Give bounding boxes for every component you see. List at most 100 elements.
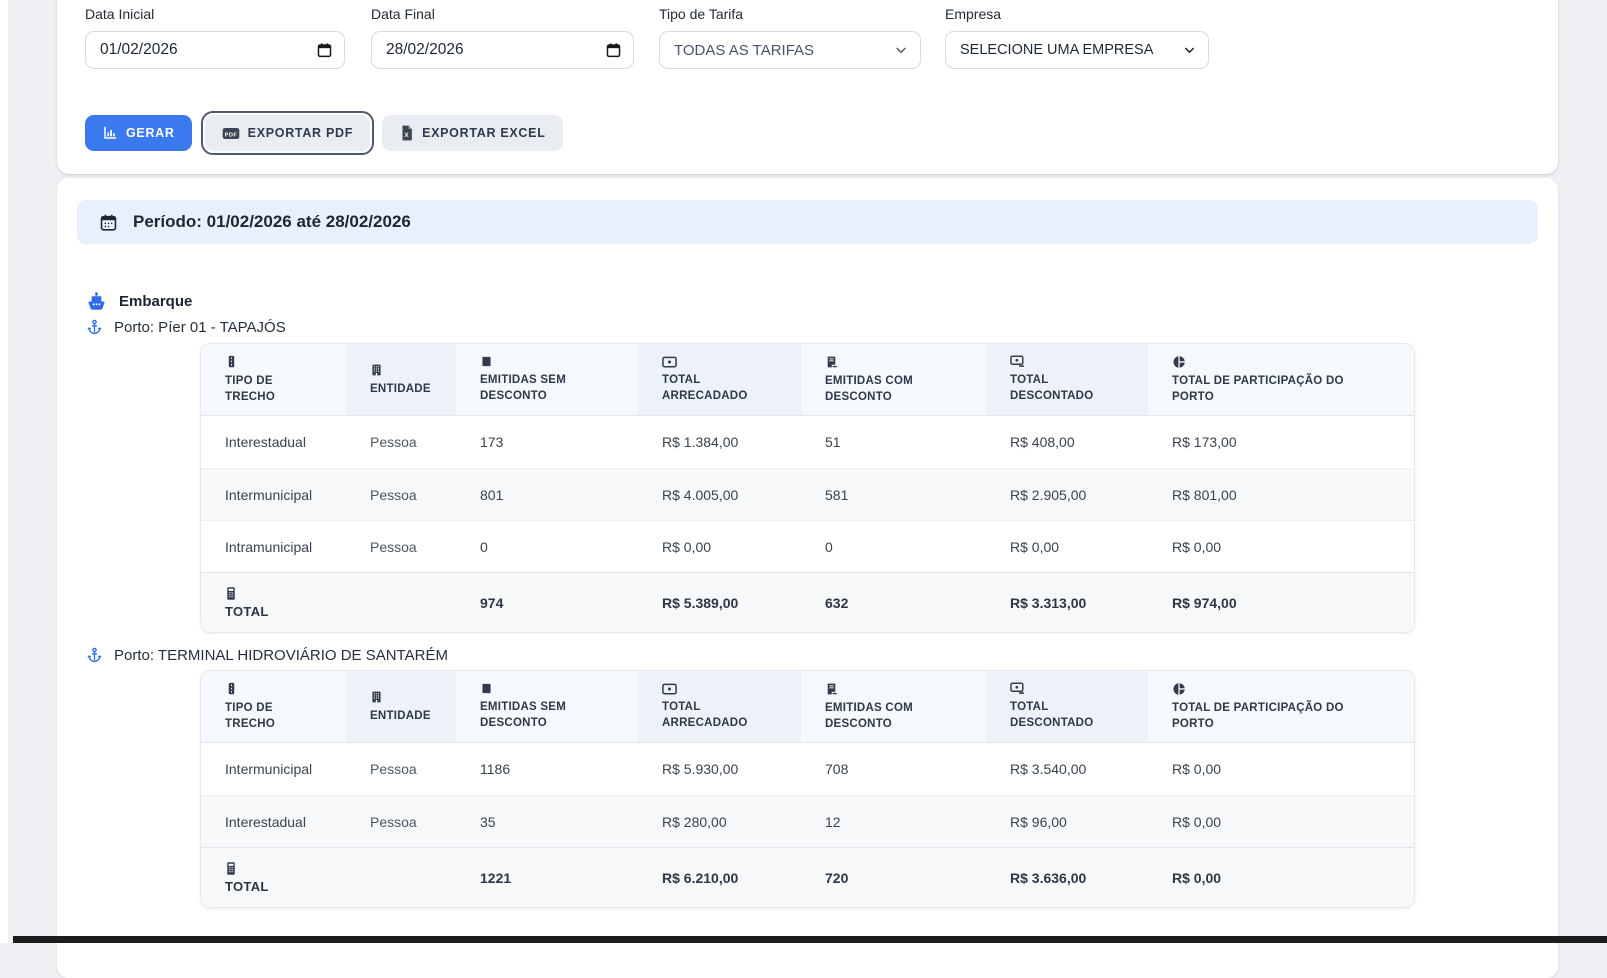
column-header: TOTAL DESCONTADO	[986, 671, 1148, 743]
total-label: TOTAL	[225, 879, 269, 894]
column-header-label: TIPO DE TRECHO	[225, 702, 275, 730]
port-header: Porto: TERMINAL HIDROVIÁRIO DE SANTARÉM	[86, 646, 448, 664]
ticket-icon	[480, 682, 600, 695]
svg-text:PDF: PDF	[224, 132, 237, 138]
bottom-bar	[13, 936, 1607, 943]
column-header-label: TOTAL ARRECADADO	[662, 701, 748, 729]
column-header-label: TOTAL DESCONTADO	[1010, 701, 1093, 729]
calendar-icon[interactable]	[316, 42, 333, 59]
gerar-button[interactable]: GERAR	[85, 115, 192, 151]
period-banner: Período: 01/02/2026 até 28/02/2026	[77, 200, 1538, 244]
exportar-excel-label: EXPORTAR EXCEL	[422, 126, 545, 140]
table-cell: R$ 0,00	[638, 520, 801, 572]
data-inicial-input[interactable]: 01/02/2026	[85, 31, 345, 69]
column-header-label: TOTAL DE PARTICIPAÇÃO DO PORTO	[1172, 702, 1344, 730]
exportar-pdf-button[interactable]: PDF EXPORTAR PDF	[205, 115, 370, 151]
tipo-tarifa-label: Tipo de Tarifa	[659, 6, 921, 22]
table-cell: Pessoa	[346, 795, 456, 847]
table-header-row: TIPO DE TRECHO ENTIDADE EMITIDAS SEM DESCO…	[201, 344, 1414, 416]
calendar-icon[interactable]	[605, 42, 622, 59]
table-cell: R$ 173,00	[1148, 416, 1414, 468]
column-header: TOTAL DE PARTICIPAÇÃO DO PORTO	[1148, 671, 1414, 743]
total-empty-cell	[346, 847, 456, 907]
table-cell: Intermunicipal	[201, 468, 346, 520]
column-header: TOTAL DE PARTICIPAÇÃO DO PORTO	[1148, 344, 1414, 416]
building-icon	[370, 363, 418, 377]
column-header: ENTIDADE	[346, 344, 456, 416]
column-header-label: EMITIDAS COM DESCONTO	[825, 375, 913, 403]
column-header: EMITIDAS COM DESCONTO	[801, 344, 986, 416]
calendar-icon	[99, 213, 118, 232]
column-header: TOTAL DESCONTADO	[986, 344, 1148, 416]
building-icon	[370, 690, 418, 704]
column-header: ENTIDADE	[346, 671, 456, 743]
total-value-cell: R$ 0,00	[1148, 847, 1414, 907]
tipo-tarifa-select[interactable]: TODAS AS TARIFAS	[659, 31, 921, 69]
total-value-cell: 1221	[456, 847, 638, 907]
excel-file-icon: X	[399, 125, 414, 141]
port-table: TIPO DE TRECHOENTIDADEEMITIDAS SEM DESCO…	[201, 671, 1414, 907]
column-header-label: ENTIDADE	[370, 710, 431, 722]
total-label-cell: TOTAL	[201, 572, 346, 632]
section-label: Embarque	[119, 293, 192, 310]
anchor-icon	[86, 318, 103, 336]
column-header: TIPO DE TRECHO	[201, 344, 346, 416]
data-inicial-value: 01/02/2026	[100, 41, 178, 59]
exportar-pdf-focus-ring: PDF EXPORTAR PDF	[201, 111, 374, 155]
receipt-minus-icon	[825, 355, 948, 369]
pdf-file-icon: PDF	[222, 126, 240, 141]
table-cell: R$ 5.930,00	[638, 743, 801, 795]
table-header-row: TIPO DE TRECHOENTIDADEEMITIDAS SEM DESCO…	[201, 671, 1414, 743]
pie-chart-icon	[1172, 355, 1376, 369]
column-header-label: TIPO DE TRECHO	[225, 375, 275, 403]
total-label: TOTAL	[225, 604, 269, 619]
table-cell: R$ 96,00	[986, 795, 1148, 847]
exportar-pdf-label: EXPORTAR PDF	[248, 126, 353, 140]
field-tipo-tarifa: Tipo de Tarifa TODAS AS TARIFAS	[659, 6, 921, 69]
table-cell: R$ 280,00	[638, 795, 801, 847]
exportar-excel-button[interactable]: X EXPORTAR EXCEL	[382, 115, 562, 151]
data-final-value: 28/02/2026	[386, 41, 464, 59]
table-cell: 51	[801, 416, 986, 468]
tipo-tarifa-value: TODAS AS TARIFAS	[674, 42, 814, 59]
table-row: InterestadualPessoa173R$ 1.384,0051R$ 40…	[201, 416, 1414, 468]
route-icon	[225, 354, 308, 369]
column-header: TIPO DE TRECHO	[201, 671, 346, 743]
section-embarque: Embarque	[85, 290, 192, 313]
banknote-icon	[662, 683, 763, 695]
column-header: EMITIDAS SEM DESCONTO	[456, 344, 638, 416]
chevron-down-icon	[1182, 43, 1197, 58]
svg-text:X: X	[404, 132, 409, 139]
table-cell: 0	[456, 520, 638, 572]
total-value-cell: 632	[801, 572, 986, 632]
column-header: TOTAL ARRECADADO	[638, 344, 801, 416]
route-icon	[225, 681, 308, 696]
empresa-select[interactable]: SELECIONE UMA EMPRESA	[945, 31, 1209, 69]
filter-actions: GERAR PDF EXPORTAR PDF X EXPORTAR EXCEL	[85, 111, 563, 155]
data-final-input[interactable]: 28/02/2026	[371, 31, 634, 69]
data-final-label: Data Final	[371, 6, 634, 22]
table-cell: R$ 0,00	[1148, 520, 1414, 572]
table-cell: 708	[801, 743, 986, 795]
table-row: IntermunicipalPessoa801R$ 4.005,00581R$ …	[201, 468, 1414, 520]
table-cell: 581	[801, 468, 986, 520]
bar-chart-icon	[102, 125, 118, 141]
total-label-cell: TOTAL	[201, 847, 346, 907]
column-header-label: TOTAL DE PARTICIPAÇÃO DO PORTO	[1172, 375, 1344, 403]
total-value-cell: R$ 3.313,00	[986, 572, 1148, 632]
column-header-label: ENTIDADE	[370, 383, 431, 395]
total-value-cell: 974	[456, 572, 638, 632]
receipt-minus-icon	[825, 682, 948, 696]
ship-icon	[85, 290, 108, 313]
total-empty-cell	[346, 572, 456, 632]
total-value-cell: R$ 3.636,00	[986, 847, 1148, 907]
chevron-down-icon	[893, 42, 909, 58]
field-data-final: Data Final 28/02/2026	[371, 6, 634, 69]
table-row: InterestadualPessoa35R$ 280,0012R$ 96,00…	[201, 795, 1414, 847]
total-value-cell: R$ 5.389,00	[638, 572, 801, 632]
column-header: TOTAL ARRECADADO	[638, 671, 801, 743]
port-header: Porto: Píer 01 - TAPAJÓS	[86, 318, 286, 336]
table-cell: 801	[456, 468, 638, 520]
calculator-icon	[225, 861, 330, 876]
field-data-inicial: Data Inicial 01/02/2026	[85, 6, 345, 69]
